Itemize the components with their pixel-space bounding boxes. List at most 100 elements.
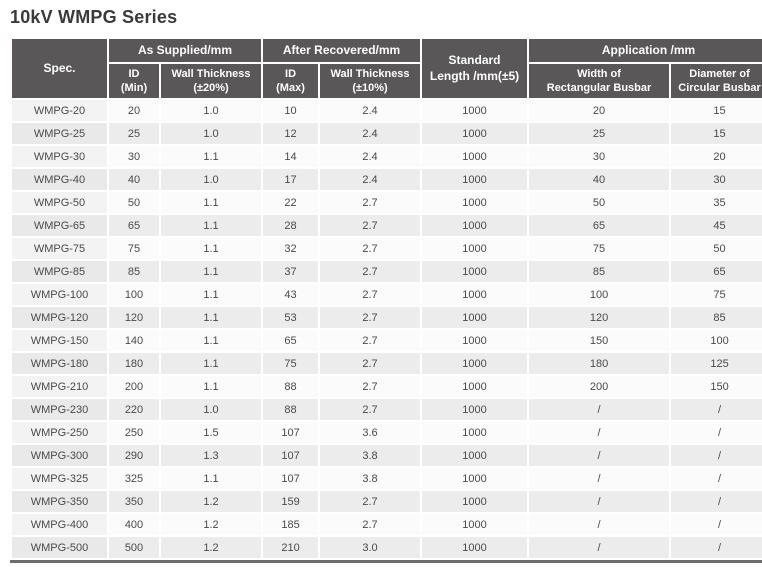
col-header-wall-thickness-10: Wall Thickness (±10%)	[320, 64, 421, 98]
header-sub-row: ID (Min) Wall Thickness (±20%) ID (Max) …	[12, 64, 762, 98]
value-cell: 2.7	[320, 307, 421, 328]
value-cell: 180	[109, 353, 159, 374]
value-cell: 125	[671, 353, 762, 374]
value-cell: 1000	[422, 468, 528, 489]
spec-cell: WMPG-500	[12, 537, 107, 558]
table-row: WMPG-400 400 1.2 185 2.7 1000//	[12, 514, 762, 535]
value-cell: 50	[671, 238, 762, 259]
spec-cell: WMPG-100	[12, 284, 107, 305]
spec-cell: WMPG-400	[12, 514, 107, 535]
spec-cell: WMPG-180	[12, 353, 107, 374]
value-cell: /	[671, 445, 762, 466]
value-cell: /	[529, 422, 670, 443]
value-cell: 1000	[422, 146, 528, 167]
value-cell: 220	[109, 399, 159, 420]
col-group-as-supplied: As Supplied/mm	[109, 39, 262, 62]
value-cell: 100	[529, 284, 670, 305]
spec-cell: WMPG-230	[12, 399, 107, 420]
page-title: 10kV WMPG Series	[10, 7, 178, 27]
value-cell: 45	[671, 215, 762, 236]
value-cell: 25	[529, 123, 670, 144]
value-cell: 1000	[422, 514, 528, 535]
value-cell: 1.1	[161, 192, 262, 213]
value-cell: 1.0	[161, 399, 262, 420]
table-row: WMPG-100 100 1.1 43 2.7 1000 100 75	[12, 284, 762, 305]
value-cell: 180	[529, 353, 670, 374]
value-cell: 10	[263, 100, 319, 121]
value-cell: 75	[671, 284, 762, 305]
value-cell: 1000	[422, 169, 528, 190]
value-cell: 40	[109, 169, 159, 190]
spec-cell: WMPG-20	[12, 100, 107, 121]
value-cell: /	[529, 514, 670, 535]
value-cell: 75	[109, 238, 159, 259]
spec-cell: WMPG-40	[12, 169, 107, 190]
value-cell: 210	[263, 537, 319, 558]
value-cell: 2.7	[320, 192, 421, 213]
value-cell: 150	[529, 330, 670, 351]
value-cell: 1.0	[161, 169, 262, 190]
value-cell: 1.0	[161, 100, 262, 121]
table-row: WMPG-350 350 1.2 159 2.7 1000//	[12, 491, 762, 512]
value-cell: 1.2	[161, 514, 262, 535]
col-group-application: Application /mm	[529, 39, 762, 62]
spec-cell: WMPG-350	[12, 491, 107, 512]
table-row: WMPG-180 180 1.1 75 2.7 1000 180 125	[12, 353, 762, 374]
col-header-id-max: ID (Max)	[263, 64, 319, 98]
value-cell: 32	[263, 238, 319, 259]
table-row: WMPG-75 75 1.1 32 2.7 1000 75 50	[12, 238, 762, 259]
value-cell: /	[529, 468, 670, 489]
value-cell: 1.1	[161, 376, 262, 397]
col-group-after-recovered: After Recovered/mm	[263, 39, 421, 62]
value-cell: 1.2	[161, 491, 262, 512]
col-header-diameter-circ-busbar: Diameter of Circular Busbar	[671, 64, 762, 98]
value-cell: 185	[263, 514, 319, 535]
value-cell: /	[671, 514, 762, 535]
table-row: WMPG-85 85 1.1 37 2.7 1000 85 65	[12, 261, 762, 282]
value-cell: /	[671, 422, 762, 443]
value-cell: 20	[529, 100, 670, 121]
spec-table: Spec. As Supplied/mm After Recovered/mm …	[10, 37, 762, 563]
value-cell: 30	[529, 146, 670, 167]
table-body: WMPG-20 20 1.0 10 2.4 1000 20 15 WMPG-25 25 1.0 12 2…	[12, 100, 762, 558]
value-cell: 1.3	[161, 445, 262, 466]
value-cell: 2.7	[320, 261, 421, 282]
value-cell: 500	[109, 537, 159, 558]
value-cell: 120	[529, 307, 670, 328]
value-cell: 75	[263, 353, 319, 374]
value-cell: 400	[109, 514, 159, 535]
table-row: WMPG-300 290 1.3 107 3.8 1000//	[12, 445, 762, 466]
table-row: WMPG-30 30 1.1 14 2.4 1000 30 20	[12, 146, 762, 167]
value-cell: 1.1	[161, 146, 262, 167]
table-row: WMPG-500 500 1.2 210 3.0 1000//	[12, 537, 762, 558]
table-row: WMPG-25 25 1.0 12 2.4 1000 25 15	[12, 123, 762, 144]
value-cell: 1000	[422, 491, 528, 512]
table-row: WMPG-40 40 1.0 17 2.4 1000 40 30	[12, 169, 762, 190]
table-row: WMPG-230 220 1.0 88 2.7 1000//	[12, 399, 762, 420]
value-cell: 2.7	[320, 284, 421, 305]
value-cell: 2.4	[320, 146, 421, 167]
value-cell: 30	[109, 146, 159, 167]
value-cell: 85	[671, 307, 762, 328]
spec-cell: WMPG-25	[12, 123, 107, 144]
value-cell: 40	[529, 169, 670, 190]
value-cell: 30	[671, 169, 762, 190]
value-cell: 1.1	[161, 215, 262, 236]
value-cell: 2.7	[320, 238, 421, 259]
value-cell: 1000	[422, 123, 528, 144]
spec-cell: WMPG-210	[12, 376, 107, 397]
spec-cell: WMPG-120	[12, 307, 107, 328]
value-cell: 1000	[422, 445, 528, 466]
value-cell: 1.5	[161, 422, 262, 443]
value-cell: 1.1	[161, 353, 262, 374]
value-cell: 85	[529, 261, 670, 282]
spec-cell: WMPG-150	[12, 330, 107, 351]
table-header: Spec. As Supplied/mm After Recovered/mm …	[12, 39, 762, 98]
value-cell: 350	[109, 491, 159, 512]
value-cell: /	[529, 445, 670, 466]
value-cell: 37	[263, 261, 319, 282]
value-cell: 35	[671, 192, 762, 213]
value-cell: 1000	[422, 376, 528, 397]
value-cell: 159	[263, 491, 319, 512]
